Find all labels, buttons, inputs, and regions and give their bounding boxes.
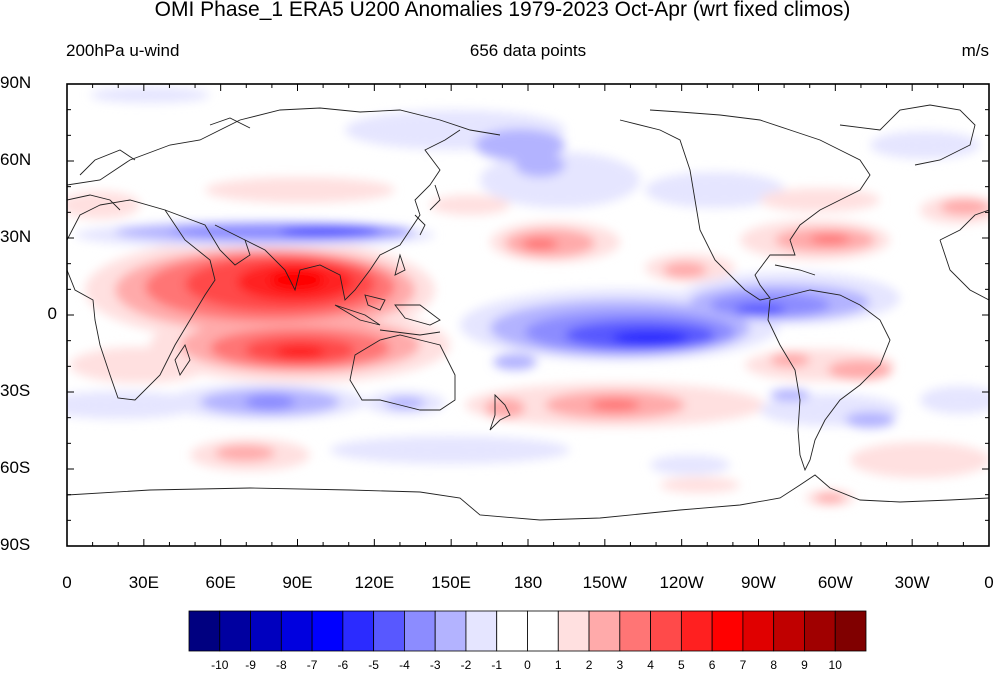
lon-label: 60E	[205, 573, 236, 592]
lon-label: 0	[62, 573, 72, 592]
lat-label: 60S	[0, 458, 31, 477]
colorbar-label: -3	[429, 658, 441, 672]
colorbar-label: -4	[399, 658, 410, 672]
coastlines	[67, 104, 989, 521]
colorbar-label: 3	[616, 658, 624, 672]
lat-label: 90S	[0, 535, 31, 554]
colorbar-label: -8	[275, 658, 287, 672]
colorbar-label: -6	[337, 658, 349, 672]
axis-ticks	[66, 83, 990, 547]
colorbar-swatch	[188, 610, 221, 652]
lon-label: 0	[984, 573, 994, 592]
lon-label: 30W	[894, 573, 930, 592]
colorbar-label: 0	[524, 658, 531, 672]
colorbar-swatch	[588, 610, 621, 652]
colorbar-swatch	[219, 610, 251, 652]
lon-label: 120W	[659, 573, 704, 592]
lon-label: 90E	[282, 573, 313, 592]
lon-label: 60W	[817, 573, 853, 592]
colorbar-label: 10	[828, 658, 842, 672]
lat-label: 60N	[0, 150, 32, 169]
colorbar-label: 1	[554, 658, 562, 672]
colorbar-label: 9	[801, 658, 808, 672]
colorbar-swatch	[496, 610, 528, 652]
anomaly-field	[67, 87, 989, 506]
colorbar-label: -7	[306, 658, 318, 672]
lat-label: 0	[47, 304, 57, 323]
colorbar-swatch	[680, 610, 713, 652]
lon-label: 150E	[431, 573, 472, 592]
colorbar-label: 8	[770, 658, 778, 672]
colorbar-swatch	[280, 610, 313, 652]
colorbar-label: 7	[739, 658, 747, 672]
lon-label: 30E	[128, 573, 159, 592]
colorbar-swatch	[404, 610, 436, 652]
lon-label: 90W	[741, 573, 776, 592]
map-title: OMI Phase_1 ERA5 U200 Anomalies 1979-202…	[154, 0, 851, 21]
colorbar-swatch	[311, 610, 344, 652]
colorbar-swatch	[711, 610, 744, 652]
lon-label: 180	[513, 573, 543, 592]
colorbar-label: 5	[678, 658, 685, 672]
variable-label: 200hPa u-wind	[66, 41, 180, 60]
lon-label: 120E	[354, 573, 395, 592]
data-points-label: 656 data points	[469, 41, 587, 60]
colorbar-swatch	[465, 610, 498, 652]
lat-label: 30S	[0, 381, 31, 400]
lon-label: 150W	[582, 573, 628, 592]
colorbar-label: -5	[368, 658, 379, 672]
colorbar	[188, 610, 867, 652]
colorbar-label: -10	[211, 658, 229, 672]
lat-label: 90N	[0, 73, 32, 92]
colorbar-swatch	[557, 610, 590, 652]
colorbar-swatch	[342, 610, 375, 652]
colorbar-label: 6	[708, 658, 716, 672]
lat-label: 30N	[0, 227, 32, 246]
colorbar-swatch	[527, 610, 559, 652]
colorbar-swatch	[250, 610, 282, 652]
units-label: m/s	[961, 41, 989, 60]
colorbar-swatch	[834, 610, 867, 652]
colorbar-swatch	[804, 610, 836, 652]
colorbar-swatch	[650, 610, 682, 652]
colorbar-label: -9	[245, 658, 256, 672]
colorbar-swatch	[434, 610, 467, 652]
colorbar-swatch	[773, 610, 805, 652]
colorbar-swatch	[373, 610, 405, 652]
colorbar-label: 4	[647, 658, 654, 672]
colorbar-label: -2	[460, 658, 472, 672]
colorbar-swatch	[619, 610, 651, 652]
colorbar-swatch	[742, 610, 775, 652]
colorbar-label: 2	[585, 658, 593, 672]
colorbar-label: -1	[491, 658, 503, 672]
